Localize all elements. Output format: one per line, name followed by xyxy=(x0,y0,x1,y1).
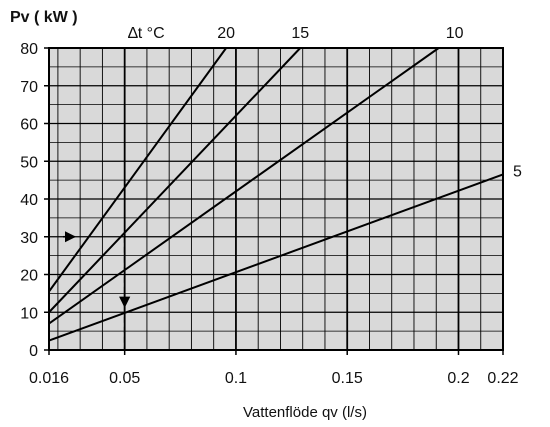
y-axis: 0 10 20 30 40 50 60 70 80 xyxy=(20,41,49,360)
x-tick-label: 0.016 xyxy=(29,370,69,387)
series-line-15 xyxy=(48,47,301,313)
x-axis: 0.016 0.05 0.1 0.15 0.2 0.22 xyxy=(29,350,519,387)
legend-title: ∆t °C xyxy=(128,25,165,42)
x-axis-label: Vattenflöde qv (l/s) xyxy=(243,404,367,421)
y-tick-label: 30 xyxy=(20,230,38,247)
series-label-20: 20 xyxy=(217,25,235,42)
y-axis-label: Pv ( kW ) xyxy=(10,9,78,26)
grid xyxy=(49,48,504,350)
x-tick-label: 0.22 xyxy=(487,370,518,387)
y-tick-label: 50 xyxy=(20,154,38,171)
series-group xyxy=(48,47,504,342)
y-tick-label: 80 xyxy=(20,41,38,58)
plot-frame xyxy=(48,47,504,351)
series-line-5 xyxy=(48,173,504,342)
series-labels: 20 15 10 5 xyxy=(217,25,522,180)
y-tick-label: 20 xyxy=(20,268,38,285)
example-path xyxy=(63,231,131,350)
y-tick-label: 60 xyxy=(20,117,38,134)
y-tick-label: 70 xyxy=(20,79,38,96)
series-label-10: 10 xyxy=(446,25,464,42)
x-tick-label: 0.2 xyxy=(447,370,469,387)
series-label-15: 15 xyxy=(291,25,309,42)
x-tick-label: 0.15 xyxy=(332,370,363,387)
y-tick-label: 10 xyxy=(20,305,38,322)
x-tick-label: 0.05 xyxy=(109,370,140,387)
series-label-5: 5 xyxy=(513,163,522,180)
series-line-10 xyxy=(48,47,440,325)
series-line-20 xyxy=(48,47,227,293)
x-tick-label: 0.1 xyxy=(225,370,247,387)
y-tick-label: 0 xyxy=(29,343,38,360)
y-tick-label: 40 xyxy=(20,192,38,209)
